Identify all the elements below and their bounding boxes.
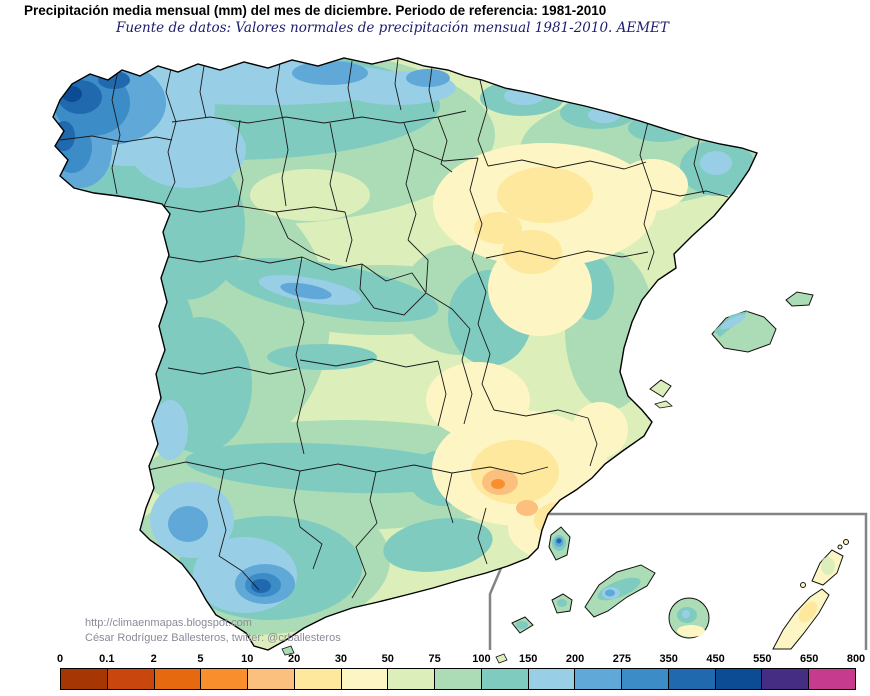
legend-tick-label: 275 bbox=[612, 653, 632, 665]
credit-url: http://climaenmapas.blogspot.com bbox=[85, 617, 252, 629]
legend-swatch bbox=[388, 669, 436, 689]
legend-tick-label: 30 bbox=[334, 653, 348, 665]
legend-tick-label: 5 bbox=[197, 653, 204, 665]
legend-tick-labels: 0 0.1 2 5 10 20 30 50 75 100 150 200 275 350 450 550 650… bbox=[56, 652, 865, 668]
legend-tick-label: 2 bbox=[150, 653, 157, 665]
melilla bbox=[495, 653, 508, 664]
canary-islands bbox=[511, 526, 849, 650]
credit-author: César Rodríguez Ballesteros, twitter: @c… bbox=[85, 631, 341, 644]
legend-swatch bbox=[248, 669, 295, 689]
legend-swatch bbox=[715, 669, 763, 689]
legend-swatch bbox=[341, 669, 389, 689]
legend-tick-label: 200 bbox=[565, 653, 585, 665]
legend-tick-label: 350 bbox=[659, 653, 678, 665]
legend-tick-label: 450 bbox=[706, 653, 725, 665]
legend-swatch bbox=[575, 669, 623, 689]
legend-tick-label: 800 bbox=[846, 653, 866, 665]
legend-tick-label: 100 bbox=[472, 653, 491, 665]
legend-tick-label: 650 bbox=[799, 653, 819, 665]
legend-swatch bbox=[435, 669, 482, 689]
ceuta bbox=[281, 645, 295, 656]
legend-tick-label: 75 bbox=[428, 653, 441, 665]
legend-swatch bbox=[61, 669, 108, 689]
legend-swatch bbox=[201, 669, 249, 689]
legend-tick-label: 0 bbox=[56, 653, 64, 665]
map-subtitle: Fuente de datos: Valores normales de pre… bbox=[116, 20, 669, 36]
legend-tick-label: 0.1 bbox=[99, 653, 115, 665]
legend-tick-label: 50 bbox=[381, 653, 394, 665]
legend-swatch bbox=[154, 669, 202, 689]
legend-swatch bbox=[809, 669, 856, 689]
legend-tick-label: 550 bbox=[753, 653, 772, 665]
legend-swatch bbox=[668, 669, 716, 689]
legend-swatch bbox=[622, 669, 669, 689]
mainland-coastline bbox=[52, 57, 758, 651]
legend-swatch bbox=[107, 669, 155, 689]
legend-swatch bbox=[294, 669, 342, 689]
legend-tick-label: 150 bbox=[519, 653, 538, 665]
mainland-precipitation-contours bbox=[53, 58, 757, 650]
map-title: Precipitación media mensual (mm) del mes… bbox=[24, 3, 607, 18]
legend-tick-label: 20 bbox=[287, 653, 301, 665]
legend-swatch bbox=[481, 669, 529, 689]
balearic-islands bbox=[649, 291, 814, 409]
legend-swatch bbox=[528, 669, 576, 689]
credits: http://climaenmapas.blogspot.com César R… bbox=[85, 616, 341, 646]
legend-colorbar bbox=[60, 668, 856, 690]
province-borders bbox=[59, 58, 729, 599]
legend-tick-label: 10 bbox=[241, 653, 254, 665]
legend-swatch bbox=[762, 669, 810, 689]
precipitation-legend: 0 0.1 2 5 10 20 30 50 75 100 150 200 275 350 450 550 650… bbox=[56, 652, 865, 690]
